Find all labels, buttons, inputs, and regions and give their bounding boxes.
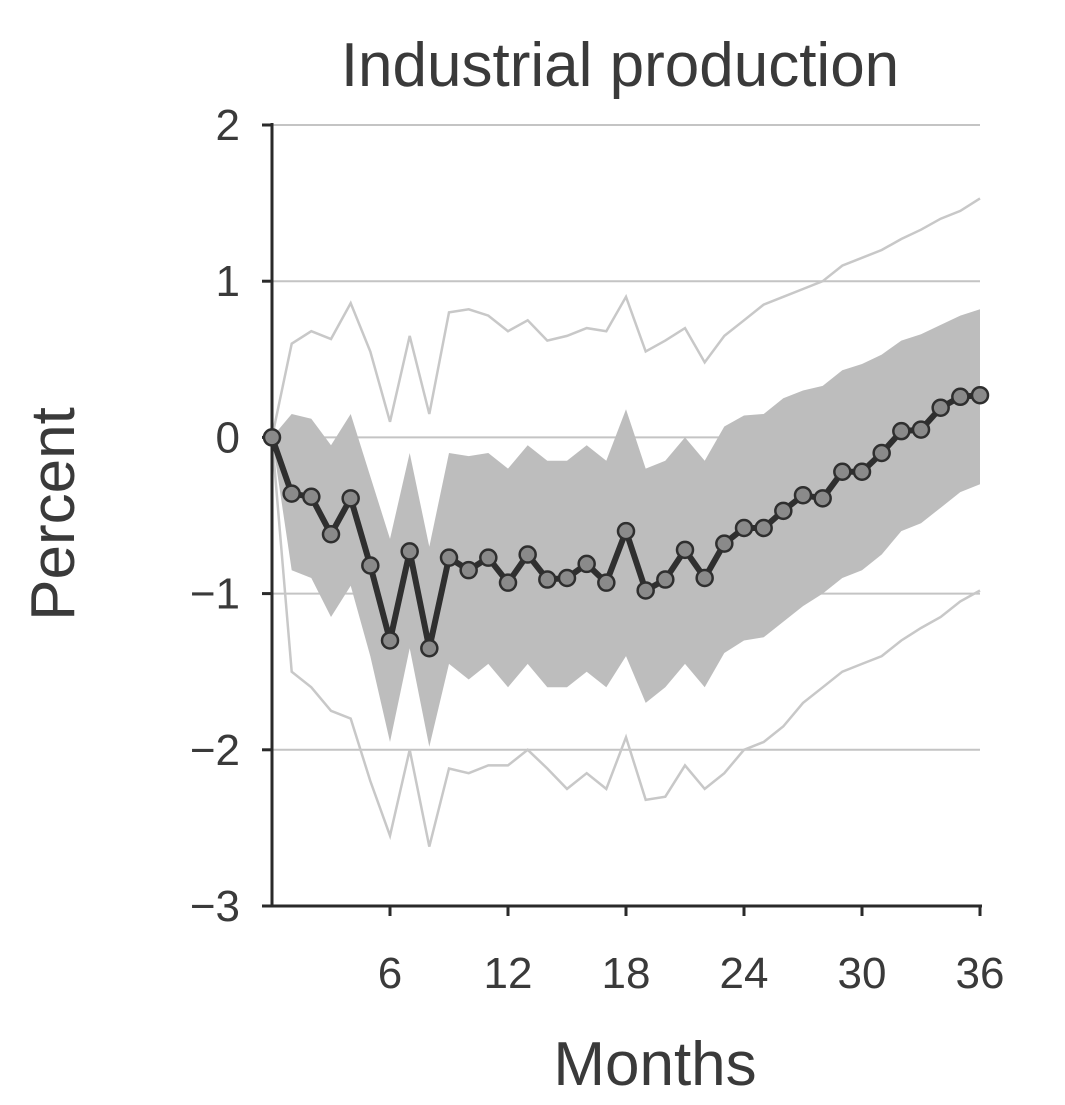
y-tick-label: 0 bbox=[216, 413, 240, 462]
data-point bbox=[695, 568, 714, 588]
y-tick-label: −2 bbox=[190, 726, 240, 775]
x-tick-label: 18 bbox=[602, 949, 651, 998]
data-point bbox=[597, 573, 616, 592]
data-point bbox=[361, 556, 380, 575]
x-tick-label: 12 bbox=[484, 949, 533, 998]
data-point bbox=[675, 540, 695, 560]
data-point bbox=[498, 573, 518, 592]
data-point bbox=[951, 387, 970, 407]
data-point bbox=[439, 548, 459, 567]
data-point bbox=[872, 443, 891, 463]
data-point bbox=[931, 398, 950, 417]
y-tick-label: 1 bbox=[216, 257, 240, 306]
data-point bbox=[833, 462, 852, 482]
data-point bbox=[892, 421, 911, 441]
data-point bbox=[459, 560, 478, 580]
data-point bbox=[538, 570, 557, 589]
outer-band-upper-line bbox=[270, 197, 981, 438]
y-tick-label: 2 bbox=[216, 101, 240, 150]
x-tick-label: 36 bbox=[956, 949, 1005, 998]
data-point bbox=[852, 462, 872, 482]
data-point bbox=[754, 518, 773, 538]
data-point bbox=[321, 524, 341, 544]
data-point bbox=[341, 489, 360, 508]
x-tick-label: 30 bbox=[838, 949, 887, 998]
data-point bbox=[715, 534, 734, 553]
data-point bbox=[793, 485, 813, 505]
chart-title: Industrial production bbox=[341, 31, 899, 100]
data-point bbox=[282, 484, 301, 503]
data-point bbox=[911, 420, 931, 439]
y-tick-label: −3 bbox=[190, 882, 240, 931]
data-point bbox=[479, 548, 498, 567]
x-tick-label: 24 bbox=[720, 949, 769, 998]
data-point bbox=[577, 554, 596, 574]
outer-band-lower-line bbox=[270, 437, 981, 847]
data-point bbox=[400, 542, 419, 561]
outer-confidence-band bbox=[270, 197, 981, 847]
x-tick-label: 6 bbox=[378, 949, 402, 998]
data-point bbox=[813, 489, 832, 508]
point-estimate-series bbox=[262, 385, 990, 658]
data-point bbox=[518, 545, 537, 564]
data-point bbox=[420, 639, 439, 658]
y-axis-label: Percent bbox=[19, 407, 88, 621]
data-point bbox=[380, 631, 400, 650]
y-tick-label: −1 bbox=[190, 570, 240, 619]
data-point bbox=[656, 570, 675, 589]
data-point bbox=[557, 568, 577, 588]
data-point bbox=[734, 518, 754, 538]
x-axis-label: Months bbox=[553, 1030, 756, 1099]
data-point bbox=[774, 501, 793, 521]
data-point bbox=[970, 385, 990, 405]
data-point bbox=[262, 428, 282, 447]
data-point bbox=[636, 581, 655, 600]
data-point bbox=[616, 521, 636, 541]
tick-labels: 2 1 0 −1 −2 −3 6 12 18 24 30 36 bbox=[190, 101, 1005, 998]
data-point bbox=[302, 487, 321, 507]
